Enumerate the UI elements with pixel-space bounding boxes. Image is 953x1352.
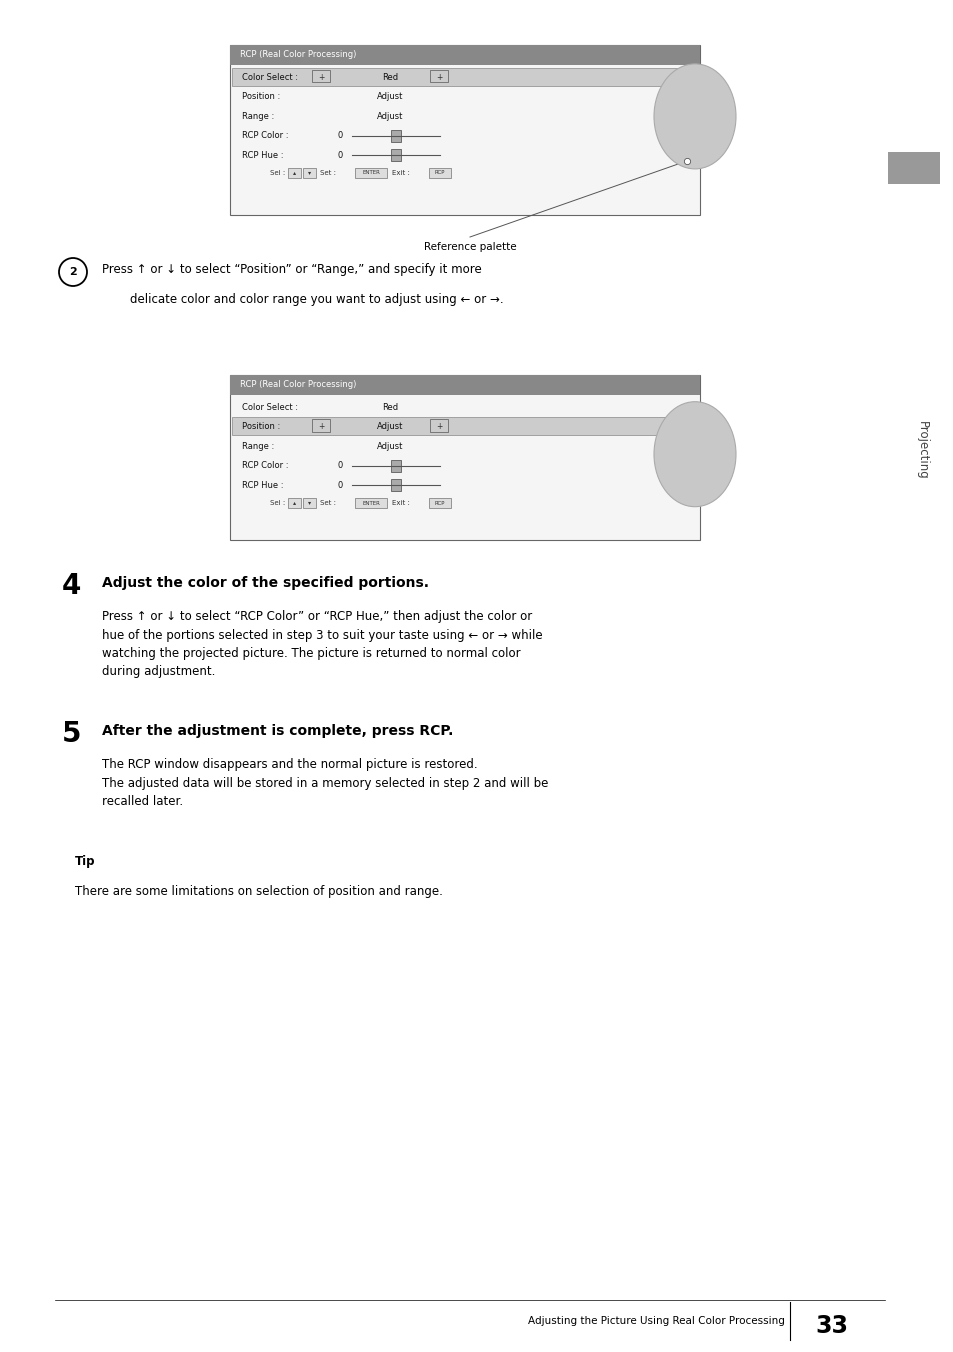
- Bar: [429, 498, 451, 507]
- Text: ▾: ▾: [308, 500, 311, 506]
- Text: delicate color and color range you want to adjust using ← or →.: delicate color and color range you want …: [130, 293, 503, 307]
- Bar: [230, 45, 700, 65]
- Text: ENTER: ENTER: [362, 500, 379, 506]
- Text: Adjust: Adjust: [376, 422, 403, 431]
- Text: +: +: [317, 422, 324, 431]
- Text: The RCP window disappears and the normal picture is restored.
The adjusted data : The RCP window disappears and the normal…: [102, 758, 548, 808]
- Bar: [430, 69, 448, 82]
- Bar: [303, 168, 315, 178]
- Bar: [887, 151, 939, 184]
- Text: +: +: [317, 73, 324, 81]
- Bar: [230, 375, 700, 395]
- Text: Color Select :: Color Select :: [242, 403, 297, 412]
- Text: Sel :: Sel :: [270, 170, 285, 176]
- Text: RCP: RCP: [435, 170, 445, 176]
- Text: Range :: Range :: [242, 442, 274, 450]
- Text: There are some limitations on selection of position and range.: There are some limitations on selection …: [75, 886, 442, 898]
- Bar: [391, 460, 400, 472]
- Text: Adjusting the Picture Using Real Color Processing: Adjusting the Picture Using Real Color P…: [528, 1315, 784, 1326]
- Bar: [288, 498, 301, 508]
- Text: Adjust: Adjust: [376, 112, 403, 120]
- Bar: [230, 375, 700, 539]
- Text: +: +: [436, 422, 442, 431]
- Text: Adjust the color of the specified portions.: Adjust the color of the specified portio…: [102, 576, 429, 589]
- Text: Position :: Position :: [242, 92, 280, 101]
- Text: Press ↑ or ↓ to select “Position” or “Range,” and specify it more: Press ↑ or ↓ to select “Position” or “Ra…: [102, 264, 481, 277]
- Text: Adjust: Adjust: [376, 92, 403, 101]
- Bar: [355, 168, 387, 177]
- Text: 2: 2: [69, 266, 77, 277]
- Text: Sel :: Sel :: [270, 500, 285, 506]
- Text: RCP: RCP: [435, 500, 445, 506]
- Text: RCP (Real Color Processing): RCP (Real Color Processing): [240, 380, 356, 389]
- Text: Set :: Set :: [319, 170, 335, 176]
- Bar: [312, 419, 330, 431]
- Text: Tip: Tip: [75, 854, 95, 868]
- Text: RCP Hue :: RCP Hue :: [242, 151, 283, 160]
- Text: 0: 0: [337, 151, 342, 160]
- Text: Projecting: Projecting: [915, 420, 927, 480]
- Bar: [391, 479, 400, 491]
- Text: Set :: Set :: [319, 500, 335, 506]
- Bar: [312, 69, 330, 82]
- Bar: [355, 498, 387, 507]
- Text: ▴: ▴: [293, 170, 295, 176]
- Text: RCP Hue :: RCP Hue :: [242, 481, 283, 489]
- Text: 33: 33: [814, 1314, 847, 1338]
- Text: 5: 5: [62, 721, 81, 748]
- Text: Color Select :: Color Select :: [242, 73, 297, 81]
- Text: Exit :: Exit :: [392, 170, 410, 176]
- Bar: [430, 419, 448, 431]
- Text: 0: 0: [337, 131, 342, 141]
- Text: RCP Color :: RCP Color :: [242, 131, 288, 141]
- Bar: [232, 416, 698, 435]
- Text: +: +: [436, 73, 442, 81]
- Text: RCP (Real Color Processing): RCP (Real Color Processing): [240, 50, 356, 59]
- Text: ▴: ▴: [293, 500, 295, 506]
- Bar: [391, 149, 400, 161]
- Text: ▾: ▾: [308, 170, 311, 176]
- Bar: [391, 130, 400, 142]
- Bar: [288, 168, 301, 178]
- Bar: [429, 168, 451, 177]
- Text: 0: 0: [337, 481, 342, 489]
- Text: Reference palette: Reference palette: [423, 242, 516, 251]
- Text: Exit :: Exit :: [392, 500, 410, 506]
- Ellipse shape: [654, 64, 735, 169]
- Text: Position :: Position :: [242, 422, 280, 431]
- Bar: [230, 45, 700, 215]
- Text: 0: 0: [337, 461, 342, 470]
- Text: 4: 4: [62, 572, 81, 600]
- Text: Adjust: Adjust: [376, 442, 403, 450]
- Text: Range :: Range :: [242, 112, 274, 120]
- Bar: [303, 498, 315, 508]
- Text: ENTER: ENTER: [362, 170, 379, 176]
- Bar: [232, 68, 698, 87]
- Ellipse shape: [654, 402, 735, 507]
- Text: RCP Color :: RCP Color :: [242, 461, 288, 470]
- Text: Press ↑ or ↓ to select “RCP Color” or “RCP Hue,” then adjust the color or
hue of: Press ↑ or ↓ to select “RCP Color” or “R…: [102, 610, 542, 679]
- Text: After the adjustment is complete, press RCP.: After the adjustment is complete, press …: [102, 725, 453, 738]
- Text: Red: Red: [381, 73, 397, 81]
- Text: Red: Red: [381, 403, 397, 412]
